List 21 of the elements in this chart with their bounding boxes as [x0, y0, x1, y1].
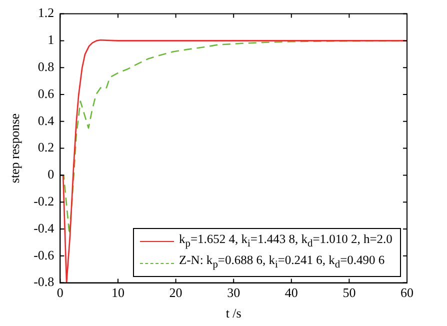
x-tick-label: 50: [342, 285, 356, 300]
y-tick-label: 1: [48, 32, 54, 48]
x-tick-label: 60: [400, 285, 414, 300]
y-tick-label: -0.6: [34, 247, 55, 262]
y-tick-label: 1.2: [38, 5, 54, 20]
y-tick-label: 0.6: [38, 86, 55, 101]
x-tick-label: 10: [111, 285, 124, 300]
y-tick-label: 0.4: [38, 112, 55, 128]
x-tick-label: 40: [284, 285, 298, 300]
y-tick-label: -0.4: [34, 220, 55, 236]
x-axis-title: t /s: [226, 306, 242, 321]
legend-label: Z-N: k$_{p}$=0.688 6, k$_{i}$=0.241 6, k$_{d}$=0.490 6: [179, 252, 385, 273]
y-tick-label: -0.2: [34, 194, 54, 209]
y-tick-label: 0.2: [38, 140, 54, 155]
x-tick-label: 30: [227, 285, 240, 300]
y-tick-label: -0.8: [34, 274, 54, 290]
y-axis-title: step response: [7, 113, 22, 184]
x-tick-label: 20: [169, 285, 182, 300]
legend-label: k$_{p}$=1.652 4, k$_{i}$=1.443 8, k$_{d}$=1.010 2, h=2.0: [179, 230, 392, 252]
y-tick-label: 0.8: [38, 59, 54, 74]
y-tick-label: 0: [48, 166, 54, 182]
